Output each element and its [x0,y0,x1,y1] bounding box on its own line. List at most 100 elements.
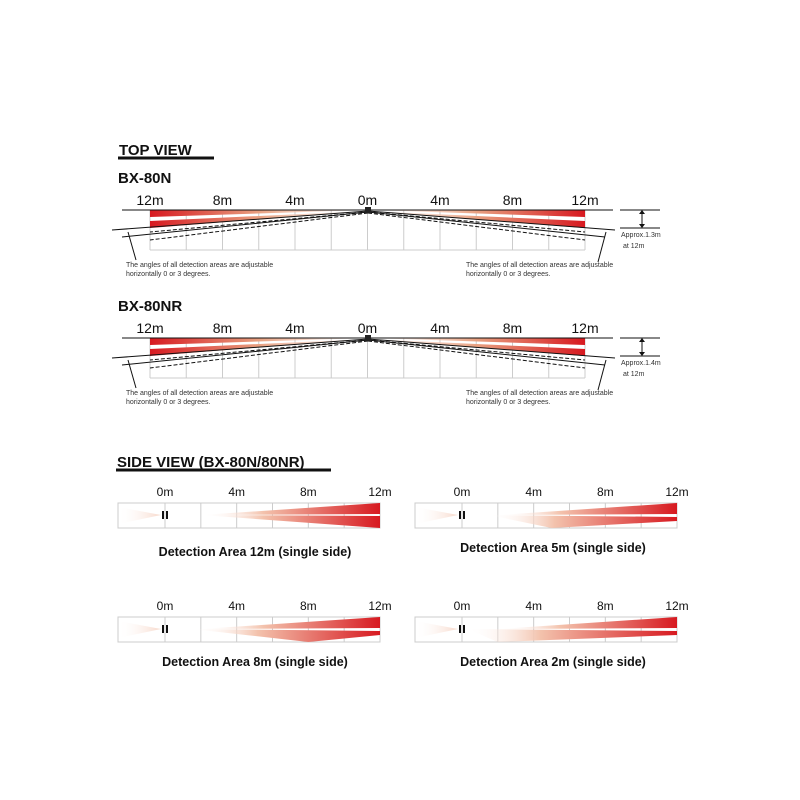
detection-beam [497,503,677,515]
arrow-head [639,210,645,214]
top-view-bx-80nr: BX-80NR 12m 8m 4m 0m 4m 8m 12m Approx.1.4m at 12m… [111,298,661,406]
boundary-line [367,210,616,231]
sensor-icon [463,511,465,519]
detection-beam [368,210,585,217]
distance-label: 0m [157,599,174,613]
panel-caption: Detection Area 12m (single side) [159,545,352,559]
adjust-note: horizontally 0 or 3 degrees. [466,399,550,406]
adjust-note: horizontally 0 or 3 degrees. [466,271,550,278]
distance-label: 12m [368,599,391,613]
adjust-note: The angles of all detection areas are ad… [466,390,613,397]
panel-caption: Detection Area 8m (single side) [162,655,348,669]
panel-caption: Detection Area 5m (single side) [460,541,646,555]
approx-label: at 12m [623,371,645,378]
boundary-line [367,338,616,359]
detection-beam [415,621,458,638]
distance-label: 8m [503,320,522,336]
distance-label: 8m [503,192,522,208]
adjusted-area-line [367,212,586,241]
distance-label: 4m [228,485,245,499]
distance-label: 8m [300,485,317,499]
detection-beam [200,617,380,629]
distance-label: 4m [228,599,245,613]
distance-label: 4m [525,485,542,499]
detection-beam [150,210,368,217]
distance-label: 12m [368,485,391,499]
boundary-line [121,211,369,238]
pointer-line [127,231,137,261]
side-view-panel: 0m 4m 8m 12m Detection Area 12m (single side… [117,485,392,559]
distance-label: 0m [358,320,377,336]
pointer-line [597,359,607,391]
adjusted-area-line [149,340,369,369]
sensor-icon [459,511,461,519]
detection-beam [118,507,161,524]
distance-label: 8m [213,192,232,208]
distance-label: 4m [430,192,449,208]
boundary-line [111,210,369,231]
detection-beam [150,338,368,345]
approx-label: Approx.1.3m [621,232,661,239]
adjust-note: The angles of all detection areas are ad… [466,262,613,269]
pointer-line [597,231,607,263]
distance-label: 4m [525,599,542,613]
adjusted-area-line [367,211,586,233]
arrow-head [639,352,645,356]
adjust-note: horizontally 0 or 3 degrees. [126,399,210,406]
sensor-icon [166,625,168,633]
adjusted-area-line [367,340,586,369]
sensor-icon [365,335,371,341]
distance-label: 4m [285,320,304,336]
arrow-head [639,224,645,228]
detection-beam [415,507,458,524]
side-view-panel: 0m 4m 8m 12m Detection Area 8m (single side) [117,599,392,669]
adjusted-area-line [149,339,369,361]
adjust-note: horizontally 0 or 3 degrees. [126,271,210,278]
distance-label: 4m [430,320,449,336]
detection-beam [467,629,677,642]
side-view-panel: 0m 4m 8m 12m Detection Area 2m (single side) [414,599,689,669]
adjust-note: The angles of all detection areas are ad… [126,390,273,397]
detection-beam [497,617,677,629]
distance-label: 8m [300,599,317,613]
sensor-icon [463,625,465,633]
side-view-panel: 0m 4m 8m 12m Detection Area 5m (single side) [414,485,689,555]
distance-label: 12m [571,320,598,336]
boundary-line [367,211,606,238]
distance-label: 12m [665,485,688,499]
distance-label: 0m [454,485,471,499]
detection-beam [118,621,161,638]
distance-label: 0m [157,485,174,499]
panel-caption: Detection Area 2m (single side) [460,655,646,669]
sensor-icon [162,625,164,633]
distance-label: 8m [597,599,614,613]
distance-label: 8m [597,485,614,499]
sensor-icon [365,207,371,213]
distance-label: 4m [285,192,304,208]
adjusted-area-line [149,212,369,241]
detection-beam [200,515,380,528]
detection-beam [488,515,677,528]
detection-beam [368,338,585,345]
approx-label: at 12m [623,243,645,250]
sensor-icon [166,511,168,519]
model-name: BX-80NR [118,298,182,315]
adjust-note: The angles of all detection areas are ad… [126,262,273,269]
detection-beam [200,503,380,515]
pointer-line [127,359,137,389]
distance-label: 0m [358,192,377,208]
distance-label: 12m [136,320,163,336]
boundary-line [367,339,606,366]
distance-label: 12m [136,192,163,208]
detection-beam [191,629,380,642]
adjusted-area-line [367,339,586,361]
distance-label: 0m [454,599,471,613]
model-name: BX-80N [118,170,171,187]
arrow-head [639,338,645,342]
top-view-heading: TOP VIEW [119,142,193,159]
top-view-bx-80n: BX-80N 12m 8m 4m 0m 4m 8m 12m Approx.1.3m at 12m T… [111,170,661,278]
sensor-icon [162,511,164,519]
adjusted-area-line [149,211,369,233]
approx-label: Approx.1.4m [621,360,661,367]
